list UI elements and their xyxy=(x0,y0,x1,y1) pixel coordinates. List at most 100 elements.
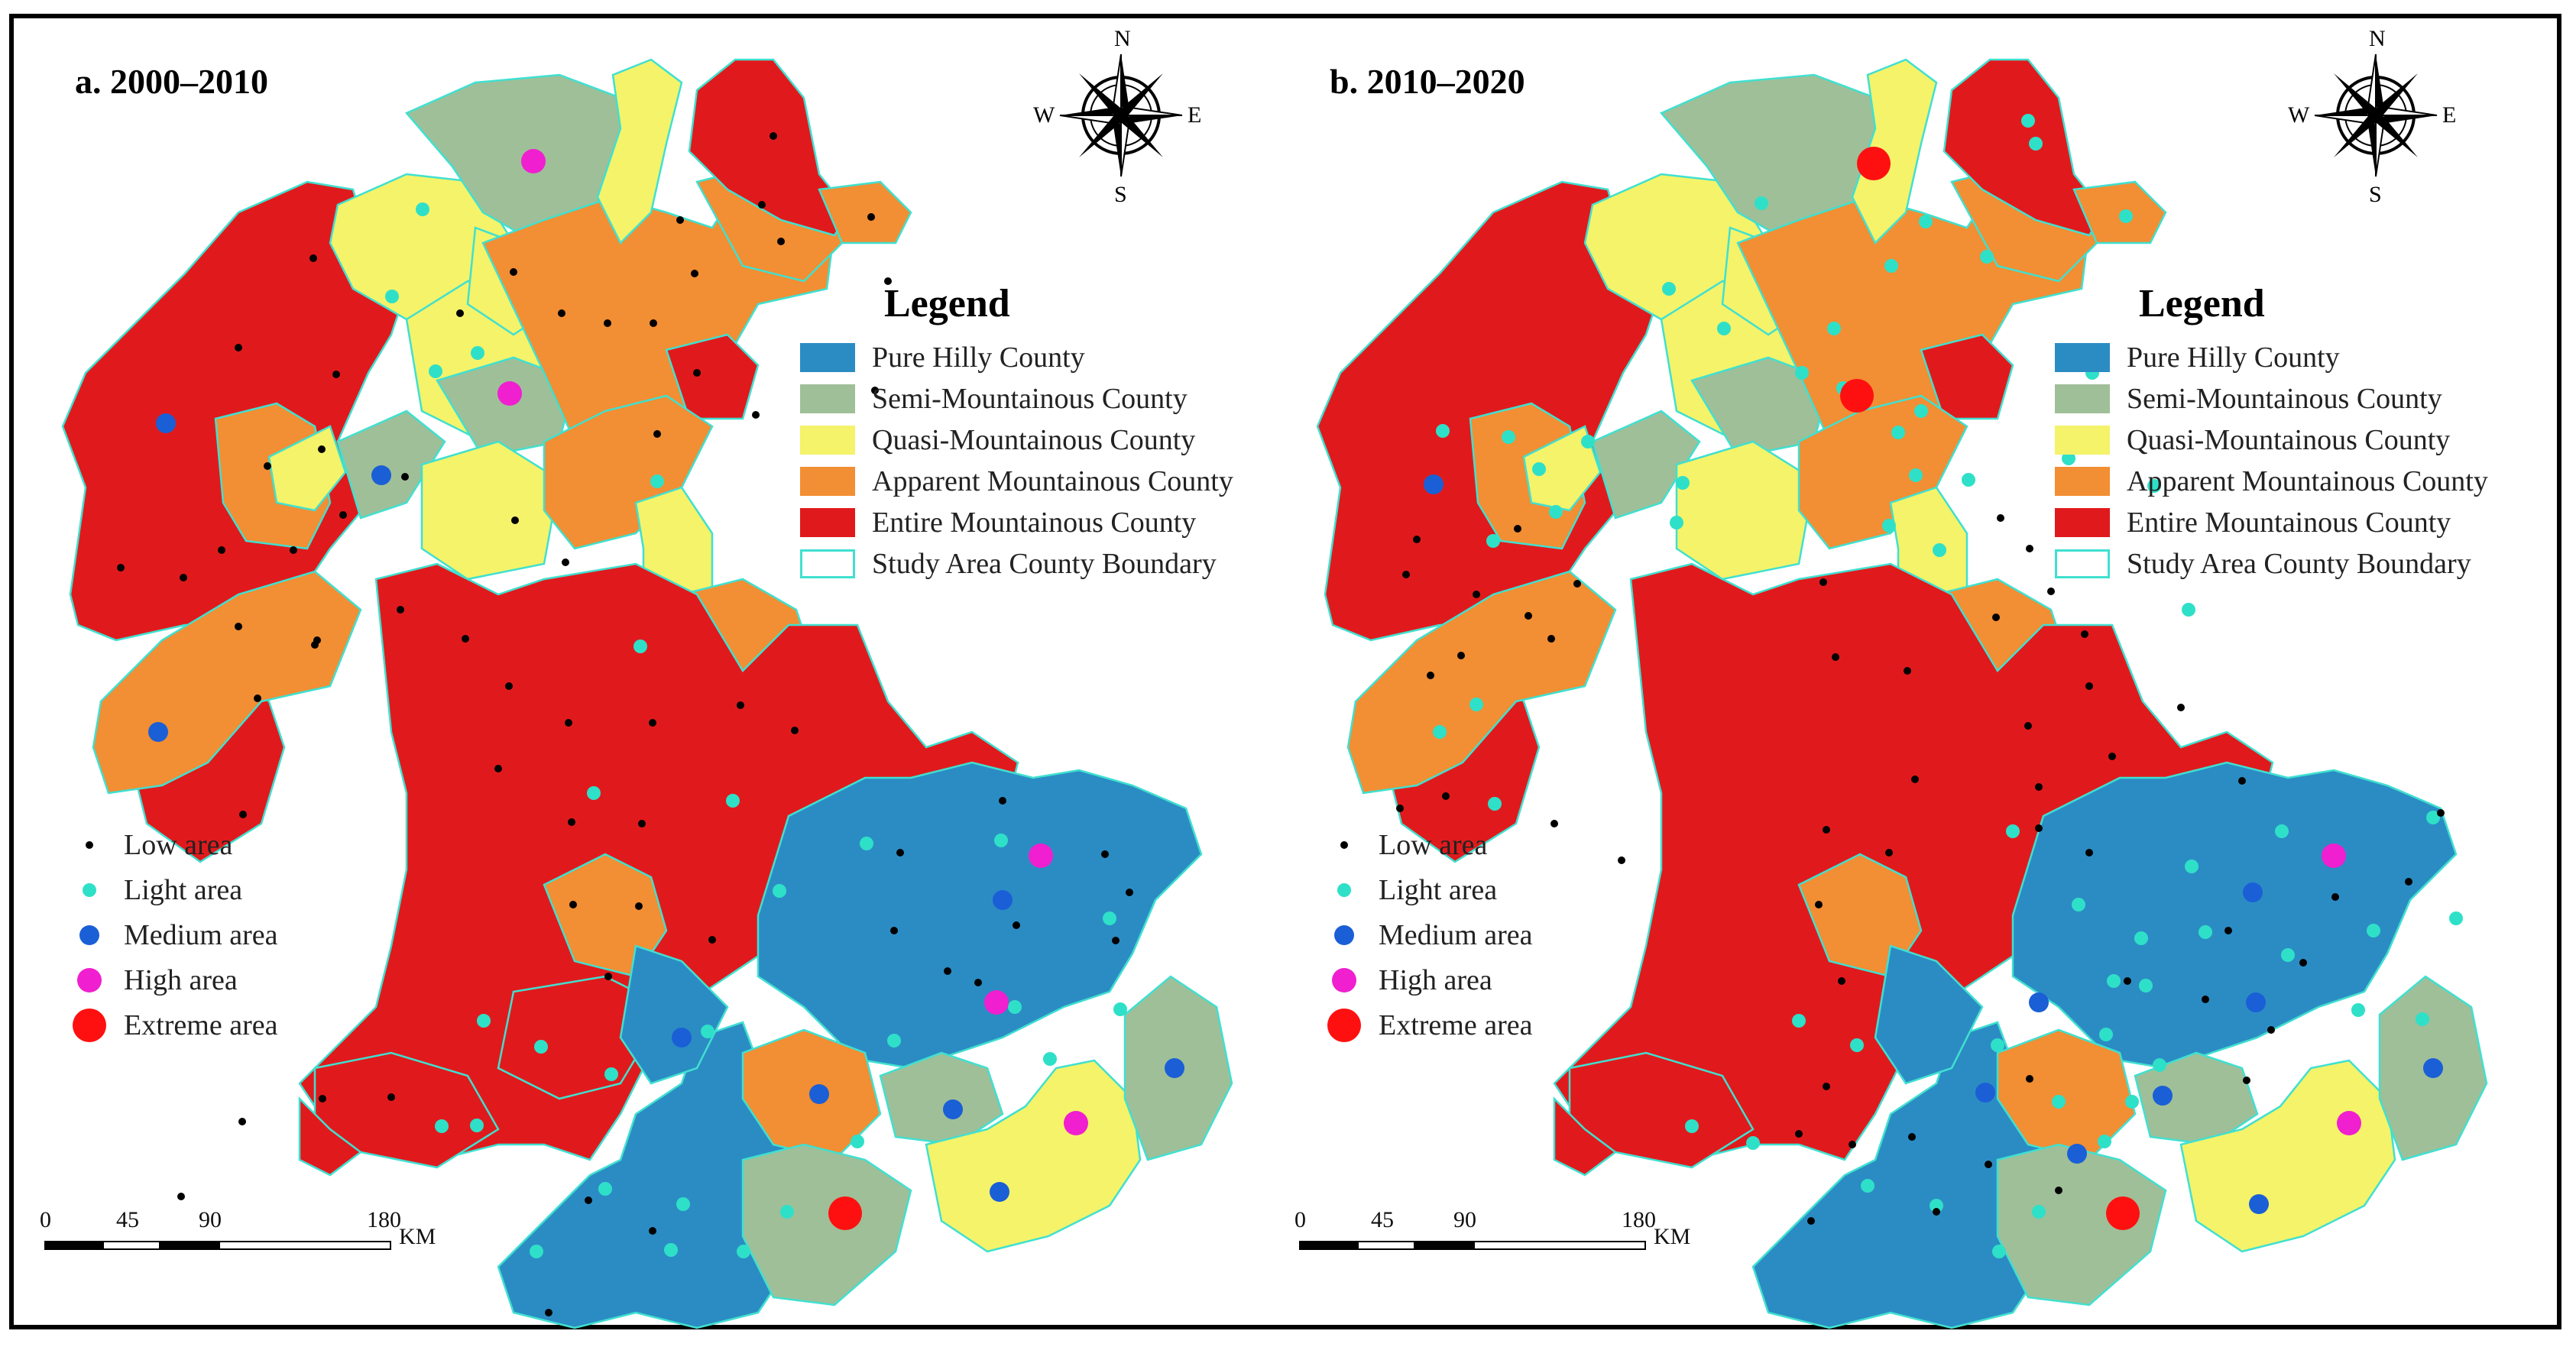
county-region xyxy=(1553,562,2274,1161)
point-marker-low xyxy=(177,1193,185,1200)
point-legend-dot xyxy=(1334,924,1354,945)
point-marker-light xyxy=(1919,215,1933,228)
point-marker-extreme xyxy=(1840,379,1874,413)
point-marker-low xyxy=(2035,824,2043,832)
point-legend-dot xyxy=(77,967,102,992)
legend-title: Legend xyxy=(2139,282,2265,325)
point-legend: Low area Light area Medium area High area Ex… xyxy=(63,822,278,1047)
compass-w: W xyxy=(1033,102,1055,128)
point-marker-low xyxy=(568,818,575,826)
point-marker-light xyxy=(471,346,484,360)
point-marker-light xyxy=(1827,322,1841,335)
point-marker-low xyxy=(2081,630,2088,638)
point-marker-low xyxy=(1126,889,1133,896)
point-marker-low xyxy=(2299,959,2307,967)
county-region xyxy=(267,425,347,512)
scale-unit: KM xyxy=(399,1224,436,1249)
county-region xyxy=(665,333,760,420)
legend-swatch xyxy=(2055,467,2110,496)
point-marker-magenta xyxy=(1029,843,1053,868)
point-marker-light xyxy=(2182,603,2195,617)
scale-tick: 45 xyxy=(1371,1207,1394,1232)
point-marker-low xyxy=(218,546,225,554)
point-marker-light xyxy=(1008,1000,1022,1014)
panel-b: b. 2010–2020 N S E W Legend Pure Hilly C… xyxy=(1264,14,2540,1329)
point-marker-light xyxy=(2029,137,2043,151)
panel-a-title: a. 2000–2010 xyxy=(75,62,268,101)
point-marker-light xyxy=(1992,1245,2006,1258)
point-marker-low xyxy=(1933,1208,1940,1216)
point-legend-label: Low area xyxy=(124,828,233,861)
point-legend-label: Light area xyxy=(124,873,243,906)
point-marker-low xyxy=(752,411,760,419)
point-marker-light xyxy=(1861,1179,1874,1193)
point-marker-low xyxy=(1013,921,1020,929)
point-legend-label: Extreme area xyxy=(124,1009,278,1041)
panel-a: a. 2000–2010 N S E W Legend Pure Hilly C… xyxy=(9,14,1285,1329)
point-marker-light xyxy=(1933,543,1946,557)
point-legend-label: Medium area xyxy=(1379,918,1533,951)
compass-rose-icon: N S E W xyxy=(2288,26,2456,207)
point-marker-light xyxy=(1486,534,1500,548)
point-marker-light xyxy=(1670,516,1683,529)
point-marker-light xyxy=(1850,1038,1864,1052)
point-legend-dot xyxy=(73,1008,106,1042)
legend-title: Legend xyxy=(884,282,1010,325)
point-marker-light xyxy=(1882,519,1896,533)
point-marker-light xyxy=(1103,911,1116,925)
point-marker-light xyxy=(1662,282,1676,296)
point-marker-low xyxy=(974,979,982,986)
point-marker-low xyxy=(264,462,271,470)
point-marker-low xyxy=(510,268,517,276)
point-marker-light xyxy=(1746,1136,1760,1150)
point-marker-light xyxy=(676,1197,690,1211)
point-marker-low xyxy=(758,201,766,209)
point-marker-light xyxy=(780,1205,794,1219)
scale-segment xyxy=(160,1241,219,1250)
point-marker-low xyxy=(311,641,319,649)
point-marker-light xyxy=(587,786,601,800)
point-marker-low xyxy=(1573,580,1581,588)
point-marker-low xyxy=(401,473,409,481)
point-legend-item: Low area xyxy=(63,822,278,867)
legend-label: Semi-Mountainous County xyxy=(2127,383,2442,415)
county-region xyxy=(1522,425,1602,512)
point-marker-low xyxy=(693,369,701,377)
county-region xyxy=(1996,1143,2167,1307)
legend-swatch xyxy=(800,549,855,578)
point-marker-low xyxy=(2238,777,2246,785)
legend-item: Apparent Mountainous County xyxy=(2055,461,2488,502)
point-marker-low xyxy=(1815,901,1823,908)
point-marker-light xyxy=(2275,824,2289,838)
point-marker-low xyxy=(397,606,404,614)
point-marker-light xyxy=(2185,860,2199,873)
point-marker-light xyxy=(773,884,786,898)
point-marker-light xyxy=(2107,974,2121,988)
point-marker-light xyxy=(2098,1135,2111,1148)
point-marker-magenta xyxy=(984,990,1009,1015)
point-marker-light xyxy=(1436,424,1450,438)
point-marker-low xyxy=(2224,927,2232,934)
legend-swatch xyxy=(800,508,855,537)
point-marker-low xyxy=(238,1118,246,1125)
county-region xyxy=(741,1143,912,1307)
point-marker-light xyxy=(1532,462,1546,476)
point-marker-low xyxy=(511,516,519,524)
point-marker-low xyxy=(871,387,879,394)
scale-bar: 0 45 90 180 KM xyxy=(1294,1207,1692,1261)
point-marker-low xyxy=(1442,792,1450,800)
point-marker-low xyxy=(1819,578,1827,586)
point-marker-low xyxy=(2055,1187,2062,1194)
point-marker-magenta xyxy=(497,381,522,406)
point-marker-light xyxy=(429,364,442,378)
point-legend-item: Light area xyxy=(63,867,278,912)
compass-n: N xyxy=(2369,26,2386,51)
map-legend: Legend Pure Hilly County Semi-Mountainous… xyxy=(2055,281,2488,584)
point-marker-low xyxy=(569,901,577,908)
point-marker-medium xyxy=(2243,882,2263,902)
point-marker-low xyxy=(1992,614,2000,621)
point-marker-low xyxy=(896,849,904,856)
point-legend-item: Light area xyxy=(1317,867,1533,912)
point-marker-low xyxy=(1823,1083,1830,1090)
point-marker-medium xyxy=(1975,1083,1995,1103)
